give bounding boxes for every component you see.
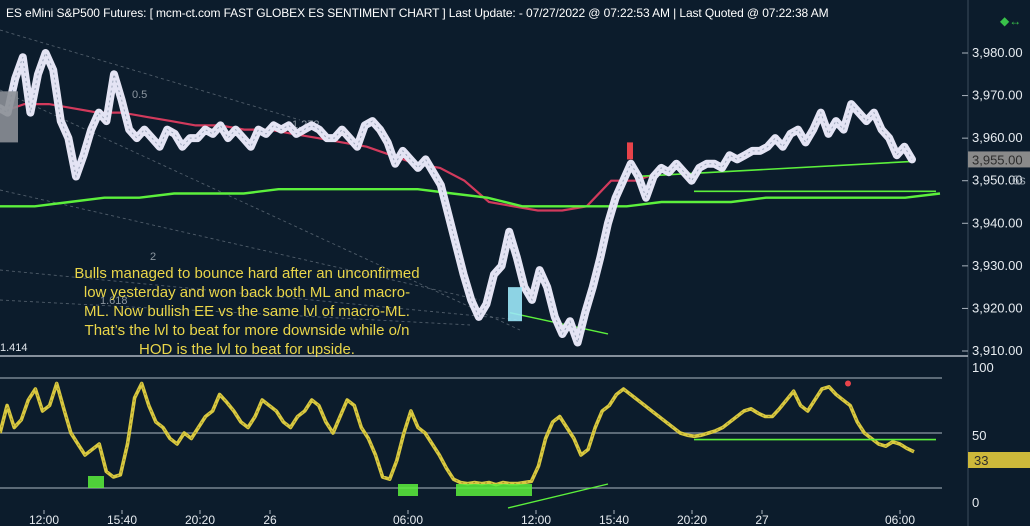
annotation-text: Bulls managed to bounce hard after an un… xyxy=(22,264,472,359)
cyan-bars xyxy=(508,287,522,322)
osc-divergence-line xyxy=(507,483,609,509)
x-axis-ticks: 12:00 15:40 20:20 26 06:00 12:00 15:40 20:20 27 0… xyxy=(29,510,915,526)
oversold-green-bars xyxy=(398,484,418,496)
chart-title: ES eMini S&P500 Futures: [ mcm-ct.com FA… xyxy=(6,6,829,20)
oversold-green-bars xyxy=(456,484,532,496)
price-extras: 3,955.00 6s xyxy=(968,151,1030,188)
fib-label: 1.414 xyxy=(0,342,28,354)
y-tick-label: 3,960.00 xyxy=(972,130,1023,145)
oscillator-y-ticks: 100 50 0 33 xyxy=(968,360,1030,510)
y-tick-label: 3,940.00 xyxy=(972,215,1023,230)
y-tick-label: 3,930.00 xyxy=(972,258,1023,273)
oscillator-detail-line xyxy=(0,381,915,486)
annotation-line: That’s the lvl to beat for more downside… xyxy=(84,322,410,339)
osc-y-tick-label: 0 xyxy=(972,495,979,510)
oversold-green-bars xyxy=(88,476,104,488)
y-tick-label: 3,980.00 xyxy=(972,45,1023,60)
arrows-icon[interactable]: ◆↔ xyxy=(1000,14,1022,28)
fib-label: 1.618 xyxy=(100,295,128,307)
oscillator-panel: 100 50 0 33 xyxy=(0,360,1030,510)
x-tick-label: 15:40 xyxy=(599,513,629,526)
side-label: 6s xyxy=(1012,173,1026,188)
fib-label: 0.5 xyxy=(132,89,147,101)
fib-projection-line xyxy=(0,299,471,326)
oscillator-series xyxy=(0,380,936,509)
red-marker xyxy=(627,142,633,160)
macro-ml-line xyxy=(0,188,941,208)
osc-y-tick-label: 100 xyxy=(972,360,994,375)
x-tick-label: 26 xyxy=(263,513,277,526)
y-tick-label: 3,970.00 xyxy=(972,88,1023,103)
annotation-line: HOD is the lvl to beat for upside. xyxy=(139,341,355,358)
last-price-label: 3,955.00 xyxy=(972,152,1023,167)
fib-projection-line xyxy=(0,29,301,121)
x-tick-label: 06:00 xyxy=(393,513,423,526)
x-tick-label: 20:20 xyxy=(185,513,215,526)
y-tick-label: 3,910.00 xyxy=(972,343,1023,358)
price-detail-line xyxy=(0,51,913,345)
osc-red-marker xyxy=(845,380,851,387)
last-osc-box xyxy=(968,452,1030,468)
last-price-box xyxy=(968,151,1030,168)
y-tick-label: 3,950.00 xyxy=(972,173,1023,188)
gray-bars xyxy=(0,91,18,143)
y-tick-label: 3,920.00 xyxy=(972,300,1023,315)
last-osc-label: 33 xyxy=(974,453,988,468)
osc-y-tick-label: 50 xyxy=(972,428,986,443)
x-tick-label: 27 xyxy=(755,513,769,526)
annotation-line: low yesterday and won back both ML and m… xyxy=(83,284,411,301)
x-tick-label: 06:00 xyxy=(885,513,915,526)
annotation-line: ML. Now bullish EE vs the same lvl of ma… xyxy=(84,303,410,320)
x-tick-label: 15:40 xyxy=(107,513,137,526)
fib-label: 2 xyxy=(150,251,156,263)
x-tick-label: 12:00 xyxy=(29,513,59,526)
price-series xyxy=(0,49,916,347)
price-y-ticks: 3,980.00 3,970.00 3,960.00 3,950.00 3,940.00… xyxy=(962,45,1023,358)
x-tick-label: 20:20 xyxy=(677,513,707,526)
x-tick-label: 12:00 xyxy=(521,513,551,526)
annotation-line: Bulls managed to bounce hard after an un… xyxy=(74,265,420,282)
fib-projection-line xyxy=(0,189,481,301)
